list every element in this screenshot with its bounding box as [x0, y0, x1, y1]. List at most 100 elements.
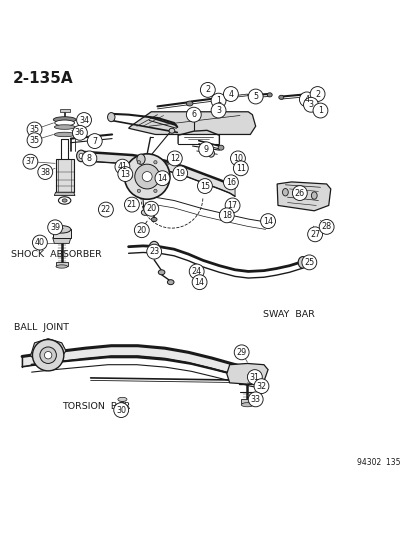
Text: 29: 29 [236, 348, 246, 357]
Ellipse shape [307, 93, 312, 98]
Ellipse shape [58, 197, 71, 204]
Text: 15: 15 [199, 182, 209, 190]
Text: 24: 24 [191, 267, 201, 276]
Text: 19: 19 [175, 169, 185, 177]
Ellipse shape [282, 189, 287, 196]
Ellipse shape [161, 175, 165, 178]
Circle shape [23, 154, 38, 169]
Circle shape [301, 255, 316, 270]
Ellipse shape [56, 265, 67, 268]
Text: 2-135A: 2-135A [13, 70, 74, 85]
Circle shape [154, 171, 169, 185]
Ellipse shape [141, 209, 148, 215]
Circle shape [309, 86, 324, 101]
Polygon shape [240, 399, 254, 403]
Text: 36: 36 [75, 128, 85, 138]
Polygon shape [128, 112, 255, 134]
Polygon shape [30, 338, 66, 361]
Ellipse shape [218, 145, 223, 150]
Text: 3: 3 [216, 106, 221, 115]
Circle shape [124, 154, 169, 199]
Text: 1: 1 [216, 96, 221, 105]
Ellipse shape [62, 199, 67, 202]
Circle shape [219, 208, 234, 223]
Text: 39: 39 [50, 223, 60, 232]
Circle shape [248, 89, 263, 104]
Ellipse shape [79, 154, 83, 159]
Text: 35: 35 [29, 125, 40, 134]
Ellipse shape [311, 192, 316, 199]
Text: 14: 14 [194, 278, 204, 287]
Ellipse shape [52, 225, 71, 233]
Text: 28: 28 [321, 222, 331, 231]
Circle shape [82, 151, 97, 166]
Polygon shape [276, 182, 330, 211]
Ellipse shape [118, 405, 127, 411]
Text: BALL  JOINT: BALL JOINT [14, 323, 69, 332]
Text: 17: 17 [227, 201, 237, 210]
Text: 35: 35 [29, 136, 40, 145]
Circle shape [87, 134, 102, 149]
Text: 21: 21 [126, 200, 137, 209]
Circle shape [118, 167, 133, 182]
Ellipse shape [297, 256, 306, 268]
Text: 23: 23 [149, 247, 159, 256]
Text: 11: 11 [235, 164, 245, 173]
Circle shape [225, 198, 240, 213]
Text: SWAY  BAR: SWAY BAR [262, 310, 314, 319]
Text: 26: 26 [294, 189, 304, 198]
Text: 37: 37 [25, 157, 36, 166]
Circle shape [144, 201, 158, 216]
Ellipse shape [153, 189, 157, 192]
Ellipse shape [151, 245, 156, 251]
Polygon shape [81, 152, 235, 196]
Circle shape [247, 370, 262, 384]
Text: 38: 38 [40, 167, 50, 176]
Text: 94302  135: 94302 135 [356, 458, 400, 466]
Text: 12: 12 [169, 154, 179, 163]
Text: 14: 14 [157, 174, 167, 183]
Text: 40: 40 [35, 238, 45, 247]
Ellipse shape [137, 160, 140, 164]
Ellipse shape [118, 397, 127, 401]
Text: 10: 10 [233, 154, 242, 163]
Circle shape [40, 347, 56, 364]
Text: 34: 34 [79, 116, 89, 125]
Ellipse shape [190, 111, 197, 116]
Circle shape [47, 220, 62, 235]
Text: 14: 14 [262, 216, 273, 225]
Polygon shape [52, 229, 71, 238]
Circle shape [146, 244, 161, 259]
Text: 2: 2 [205, 85, 210, 94]
Text: 22: 22 [100, 205, 111, 214]
Circle shape [76, 112, 91, 127]
Ellipse shape [186, 101, 192, 106]
Ellipse shape [149, 241, 159, 255]
Circle shape [44, 351, 52, 359]
Text: 2: 2 [314, 90, 319, 99]
Ellipse shape [137, 154, 145, 164]
Text: SHOCK  ABSORBER: SHOCK ABSORBER [11, 251, 102, 260]
Circle shape [27, 122, 42, 137]
Text: 4: 4 [228, 90, 233, 99]
Text: 32: 32 [256, 382, 266, 391]
Circle shape [260, 214, 275, 229]
Circle shape [254, 379, 268, 393]
Circle shape [299, 92, 313, 107]
Circle shape [223, 86, 238, 101]
Ellipse shape [267, 93, 271, 97]
Polygon shape [22, 346, 258, 381]
Circle shape [292, 185, 306, 200]
Circle shape [38, 165, 52, 180]
Ellipse shape [54, 132, 75, 137]
Circle shape [312, 103, 327, 118]
Circle shape [230, 151, 245, 166]
Text: 20: 20 [146, 204, 156, 213]
Text: 25: 25 [304, 258, 314, 267]
Text: 27: 27 [309, 230, 320, 239]
Text: 9: 9 [203, 145, 208, 154]
Circle shape [307, 227, 322, 242]
Text: 1: 1 [317, 106, 322, 115]
Text: 41: 41 [117, 162, 127, 171]
Circle shape [167, 151, 182, 166]
